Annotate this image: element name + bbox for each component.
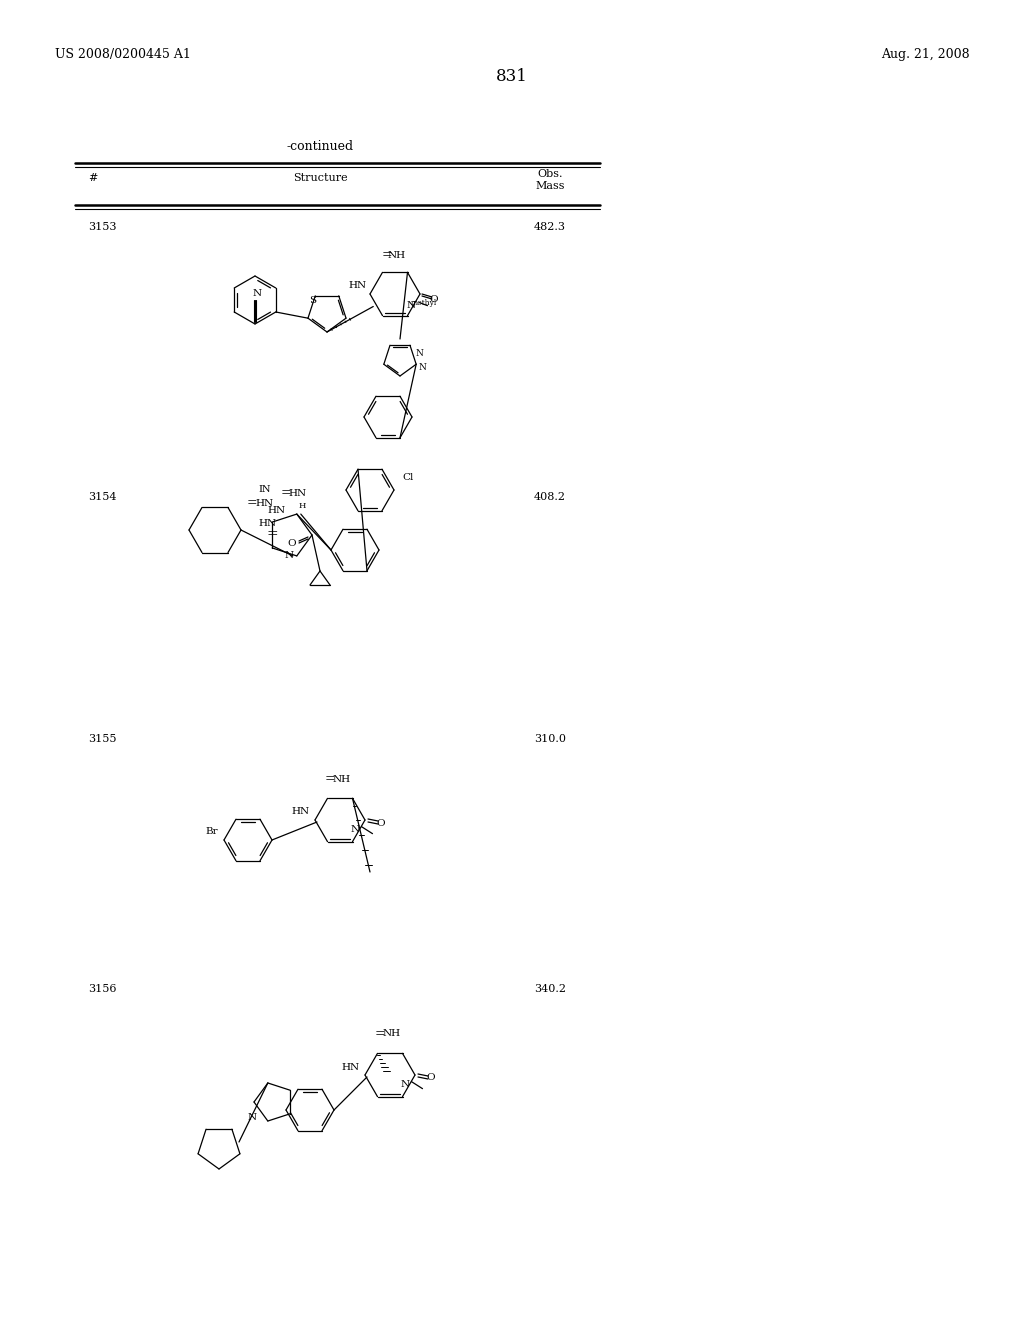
Text: =: = (375, 1027, 385, 1040)
Text: N: N (418, 363, 426, 371)
Text: 3155: 3155 (88, 734, 117, 744)
Text: HN: HN (258, 520, 276, 528)
Text: =: = (382, 248, 392, 261)
Text: HN: HN (292, 808, 310, 817)
Text: N: N (351, 825, 360, 834)
Text: Cl: Cl (402, 474, 414, 483)
Text: 340.2: 340.2 (534, 983, 566, 994)
Text: HN: HN (267, 506, 286, 515)
Text: Aug. 21, 2008: Aug. 21, 2008 (882, 48, 970, 61)
Text: -continued: -continued (287, 140, 353, 153)
Text: HN: HN (289, 488, 307, 498)
Text: N: N (415, 350, 423, 359)
Text: HN: HN (349, 281, 367, 290)
Text: =: = (247, 496, 257, 510)
Text: N: N (248, 1113, 257, 1122)
Text: US 2008/0200445 A1: US 2008/0200445 A1 (55, 48, 190, 61)
Text: Br: Br (206, 828, 218, 837)
Text: 3153: 3153 (88, 222, 117, 232)
Text: 408.2: 408.2 (534, 492, 566, 502)
Text: NH: NH (388, 251, 407, 260)
Text: Obs.: Obs. (538, 169, 563, 180)
Text: 310.0: 310.0 (534, 734, 566, 744)
Text: O: O (427, 1073, 435, 1082)
Text: N: N (253, 289, 261, 297)
Text: S: S (308, 296, 315, 305)
Text: =: = (281, 487, 291, 499)
Text: 3156: 3156 (88, 983, 117, 994)
Text: NH: NH (383, 1030, 401, 1039)
Text: HN: HN (256, 499, 274, 507)
Text: 482.3: 482.3 (534, 222, 566, 232)
Text: NH: NH (333, 775, 351, 784)
Text: H: H (298, 502, 305, 510)
Text: O: O (377, 818, 385, 828)
Text: =: = (266, 527, 278, 541)
Text: IN: IN (259, 486, 271, 495)
Text: O: O (430, 294, 438, 304)
Text: N: N (407, 301, 416, 310)
Text: O: O (288, 539, 296, 548)
Text: N: N (401, 1080, 410, 1089)
Text: 3154: 3154 (88, 492, 117, 502)
Text: HN: HN (342, 1063, 360, 1072)
Text: methyl: methyl (411, 300, 436, 317)
Text: 831: 831 (496, 69, 528, 84)
Text: =: = (325, 772, 335, 785)
Text: Structure: Structure (293, 173, 347, 183)
Text: #: # (88, 173, 97, 183)
Text: Mass: Mass (536, 181, 565, 191)
Text: N: N (285, 552, 293, 561)
